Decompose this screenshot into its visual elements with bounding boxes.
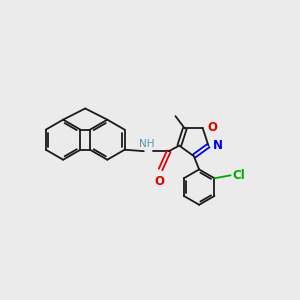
Text: NH: NH: [139, 139, 154, 149]
Text: O: O: [207, 122, 217, 134]
Text: O: O: [154, 175, 164, 188]
Text: N: N: [213, 139, 223, 152]
Text: Cl: Cl: [232, 169, 245, 182]
